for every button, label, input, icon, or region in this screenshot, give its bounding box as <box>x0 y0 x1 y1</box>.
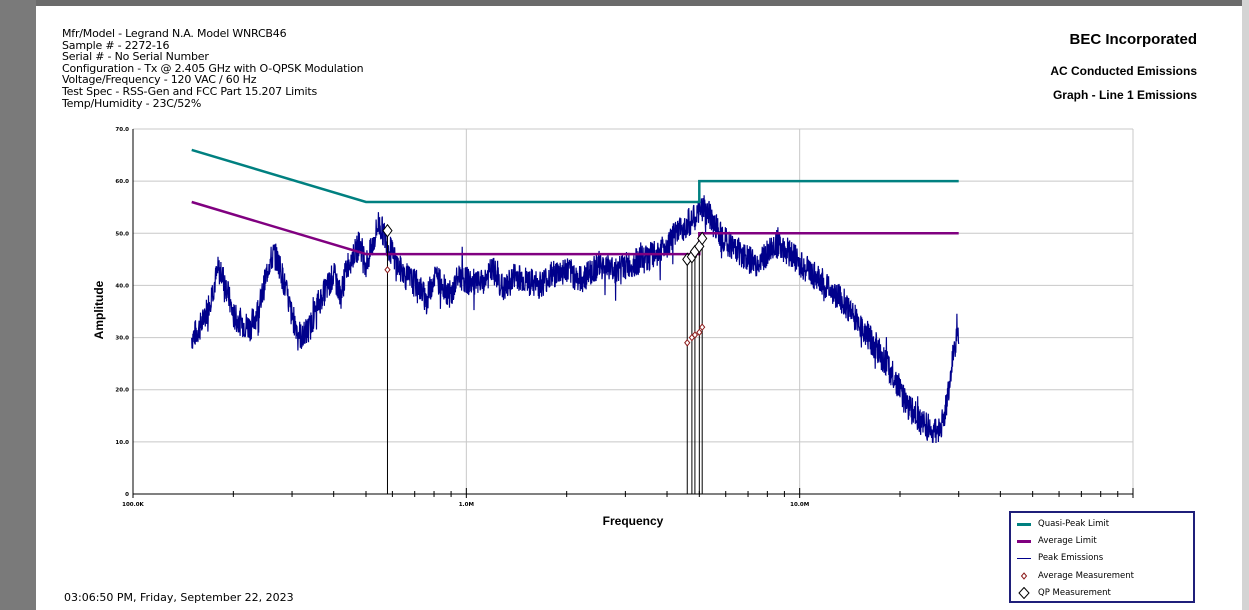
info-line-sample: Sample # - 2272-16 <box>62 38 170 52</box>
peak-swatch-icon <box>1017 557 1031 559</box>
y-tick-label: 60.0 <box>115 179 129 185</box>
peak-emissions-trace <box>191 195 960 444</box>
window-frame-right <box>1242 0 1249 610</box>
chart-axes: 0 10.0 20.0 30.0 40.0 50.0 60.0 70.0 100.0K 1.0M 1… <box>115 127 1134 508</box>
qp-measurement-diamond-icon <box>1017 586 1031 600</box>
x-tick-label: 1.0M <box>459 502 474 508</box>
average-measurement-point <box>384 266 391 274</box>
chart-grid <box>132 128 1134 495</box>
company-name: BEC Incorporated <box>1069 31 1197 48</box>
x-axis-label: Frequency <box>603 514 664 528</box>
qp-limit-swatch-icon <box>1017 522 1031 526</box>
legend-label: Average Limit <box>1038 536 1097 546</box>
qp-measurement-point <box>697 231 708 246</box>
y-tick-label: 10.0 <box>115 440 129 446</box>
avg-measurement-diamond-icon <box>1017 570 1031 582</box>
info-line-model: Mfr/Model - Legrand N.A. Model WNRCB46 <box>62 27 287 40</box>
info-line-temp-humidity: Temp/Humidity - 23C/52% <box>62 96 202 110</box>
average-limit-line <box>191 200 959 256</box>
chart-markers <box>382 223 708 494</box>
chart-series <box>191 148 960 444</box>
legend-label: QP Measurement <box>1038 588 1111 598</box>
info-line-serial: Serial # - No Serial Number <box>62 50 209 64</box>
avg-limit-swatch-icon <box>1017 539 1031 543</box>
quasi-peak-limit-line <box>191 148 959 204</box>
average-measurement-point <box>696 328 703 337</box>
info-line-voltage: Voltage/Frequency - 120 VAC / 60 Hz <box>62 73 257 87</box>
x-tick-label: 100.0K <box>122 502 144 508</box>
legend-label: Peak Emissions <box>1038 553 1104 563</box>
legend-label: Average Measurement <box>1038 571 1134 581</box>
average-measurement-point <box>699 323 706 331</box>
info-line-test-spec: Test Spec - RSS-Gen and FCC Part 15.207 … <box>62 84 318 98</box>
y-tick-label: 0 <box>125 492 129 498</box>
window-frame-top <box>0 0 1249 6</box>
test-info-block: Mfr/Model - Legrand N.A. Model WNRCB46 S… <box>62 27 364 110</box>
y-tick-label: 20.0 <box>115 388 129 394</box>
graph-title: Graph - Line 1 Emissions <box>1052 88 1197 102</box>
chart-legend: Quasi-Peak Limit Average Limit Peak Emis… <box>1009 511 1195 603</box>
average-measurement-point <box>684 339 691 347</box>
x-tick-label: 10.0M <box>790 502 809 508</box>
legend-item-qp-meas: QP Measurement <box>1017 586 1111 600</box>
report-title: AC Conducted Emissions <box>1050 64 1197 78</box>
legend-item-avg-meas: Average Measurement <box>1017 570 1134 582</box>
y-tick-label: 40.0 <box>115 283 129 289</box>
timestamp: 03:06:50 PM, Friday, September 22, 2023 <box>64 591 294 604</box>
info-line-configuration: Configuration - Tx @ 2.405 GHz with O-QP… <box>62 61 364 75</box>
legend-item-peak: Peak Emissions <box>1017 553 1103 563</box>
y-axis-label: Amplitude <box>92 280 106 339</box>
qp-measurement-point <box>382 223 393 238</box>
y-tick-label: 30.0 <box>115 336 129 342</box>
y-tick-label: 50.0 <box>115 231 129 237</box>
legend-item-avg-limit: Average Limit <box>1017 536 1097 546</box>
y-tick-label: 70.0 <box>115 127 129 133</box>
average-measurement-point <box>691 331 699 339</box>
window-frame-left <box>0 0 36 610</box>
report-page <box>36 6 1242 610</box>
legend-item-qp-limit: Quasi-Peak Limit <box>1017 519 1109 529</box>
legend-label: Quasi-Peak Limit <box>1038 519 1110 529</box>
